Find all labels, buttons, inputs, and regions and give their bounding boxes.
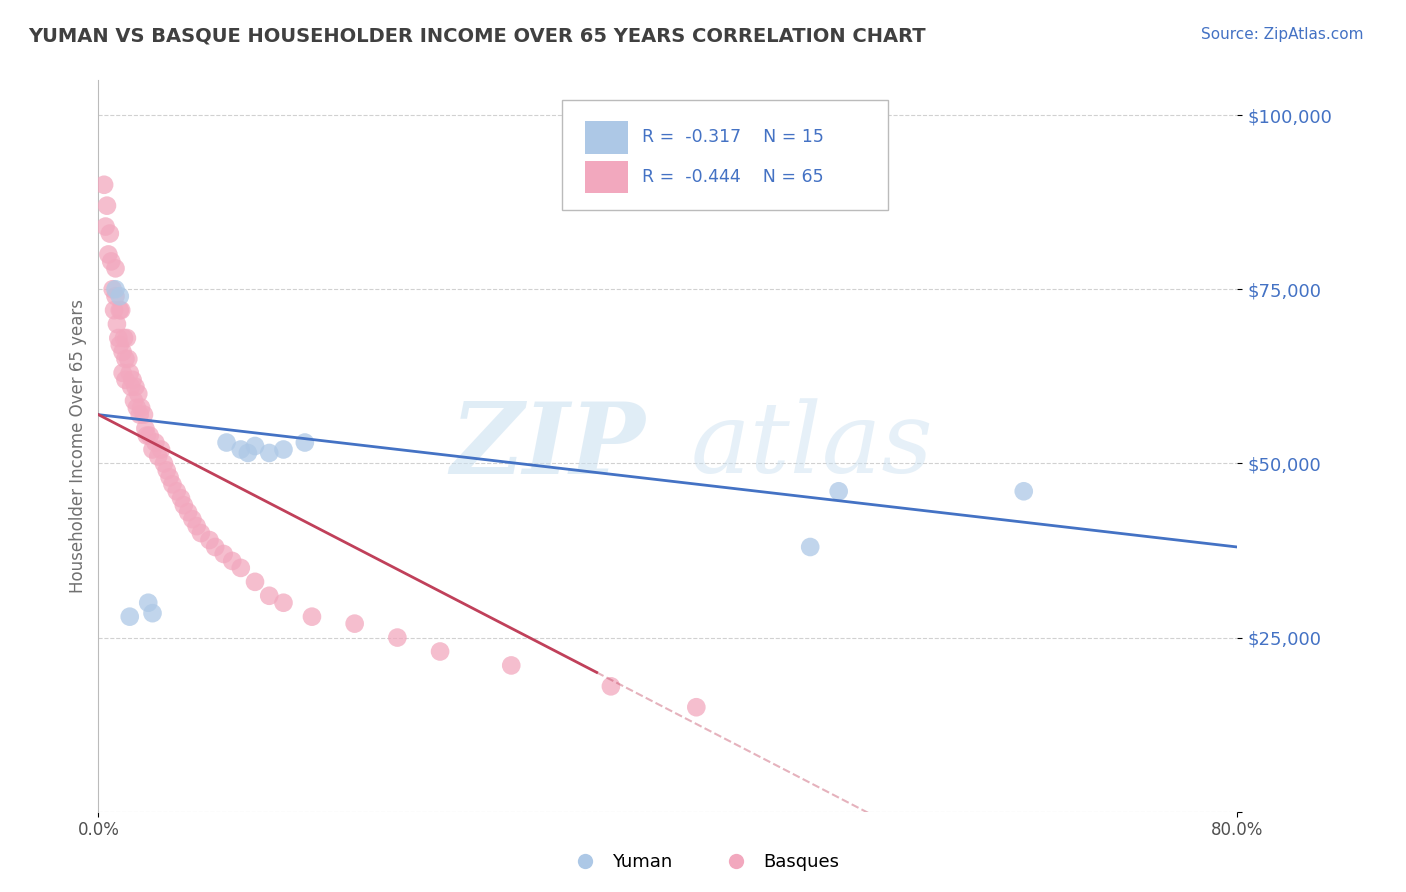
- Point: [104, 289, 127, 303]
- Point: [124, 380, 146, 394]
- Point: [190, 526, 212, 541]
- Point: [111, 345, 134, 359]
- Point: [177, 505, 200, 519]
- Point: [243, 439, 266, 453]
- Text: atlas: atlas: [690, 399, 934, 493]
- Point: [108, 289, 131, 303]
- Point: [134, 421, 156, 435]
- Point: [93, 178, 115, 192]
- Bar: [585, 121, 628, 153]
- Point: [114, 373, 136, 387]
- Point: [98, 227, 121, 241]
- Point: [118, 366, 141, 380]
- Point: [141, 606, 163, 620]
- Point: [162, 477, 184, 491]
- Point: [221, 554, 243, 568]
- Point: [101, 282, 124, 296]
- Point: [100, 254, 122, 268]
- Point: [229, 442, 252, 457]
- Point: [104, 282, 127, 296]
- Point: [600, 679, 623, 693]
- Point: [1012, 484, 1035, 499]
- Point: [343, 616, 366, 631]
- Point: [294, 435, 316, 450]
- Point: [114, 351, 136, 366]
- Point: [129, 401, 152, 415]
- Point: [159, 470, 181, 484]
- Point: [215, 435, 238, 450]
- Point: [799, 540, 821, 554]
- Point: [105, 317, 128, 331]
- Text: YUMAN VS BASQUE HOUSEHOLDER INCOME OVER 65 YEARS CORRELATION CHART: YUMAN VS BASQUE HOUSEHOLDER INCOME OVER …: [28, 27, 925, 45]
- Point: [186, 519, 208, 533]
- Point: [198, 533, 221, 547]
- Point: [145, 435, 167, 450]
- Point: [387, 631, 409, 645]
- Point: [181, 512, 204, 526]
- Point: [120, 380, 142, 394]
- Point: [128, 408, 150, 422]
- Point: [685, 700, 707, 714]
- Y-axis label: Householder Income Over 65 years: Householder Income Over 65 years: [69, 299, 87, 593]
- Point: [96, 199, 118, 213]
- Point: [136, 596, 159, 610]
- Point: [115, 331, 138, 345]
- Point: [108, 303, 131, 318]
- Point: [111, 366, 134, 380]
- FancyBboxPatch shape: [562, 100, 887, 211]
- Point: [141, 442, 163, 457]
- Point: [110, 303, 132, 318]
- Point: [501, 658, 523, 673]
- Bar: [585, 161, 628, 193]
- Point: [236, 446, 259, 460]
- Point: [429, 644, 451, 658]
- Point: [148, 450, 170, 464]
- Point: [212, 547, 235, 561]
- Point: [156, 463, 179, 477]
- Point: [273, 596, 295, 610]
- Point: [107, 331, 129, 345]
- Point: [150, 442, 173, 457]
- Point: [121, 373, 143, 387]
- Text: Source: ZipAtlas.com: Source: ZipAtlas.com: [1201, 27, 1364, 42]
- Text: ZIP: ZIP: [450, 398, 645, 494]
- Point: [170, 491, 193, 506]
- Point: [138, 428, 160, 442]
- Point: [229, 561, 252, 575]
- Point: [132, 408, 155, 422]
- Point: [94, 219, 117, 234]
- Point: [103, 303, 125, 318]
- Point: [108, 338, 131, 352]
- Point: [127, 386, 149, 401]
- Point: [259, 589, 281, 603]
- Point: [117, 351, 139, 366]
- Point: [173, 498, 195, 512]
- Point: [118, 609, 141, 624]
- Point: [273, 442, 295, 457]
- Point: [301, 609, 323, 624]
- Legend: Yuman, Basques: Yuman, Basques: [560, 847, 846, 879]
- Text: R =  -0.444    N = 65: R = -0.444 N = 65: [641, 168, 824, 186]
- Point: [259, 446, 281, 460]
- Point: [112, 331, 135, 345]
- Point: [104, 261, 127, 276]
- Text: R =  -0.317    N = 15: R = -0.317 N = 15: [641, 128, 824, 146]
- Point: [122, 393, 145, 408]
- Point: [153, 457, 176, 471]
- Point: [204, 540, 226, 554]
- Point: [243, 574, 266, 589]
- Point: [166, 484, 188, 499]
- Point: [135, 428, 157, 442]
- Point: [97, 247, 120, 261]
- Point: [828, 484, 851, 499]
- Point: [125, 401, 148, 415]
